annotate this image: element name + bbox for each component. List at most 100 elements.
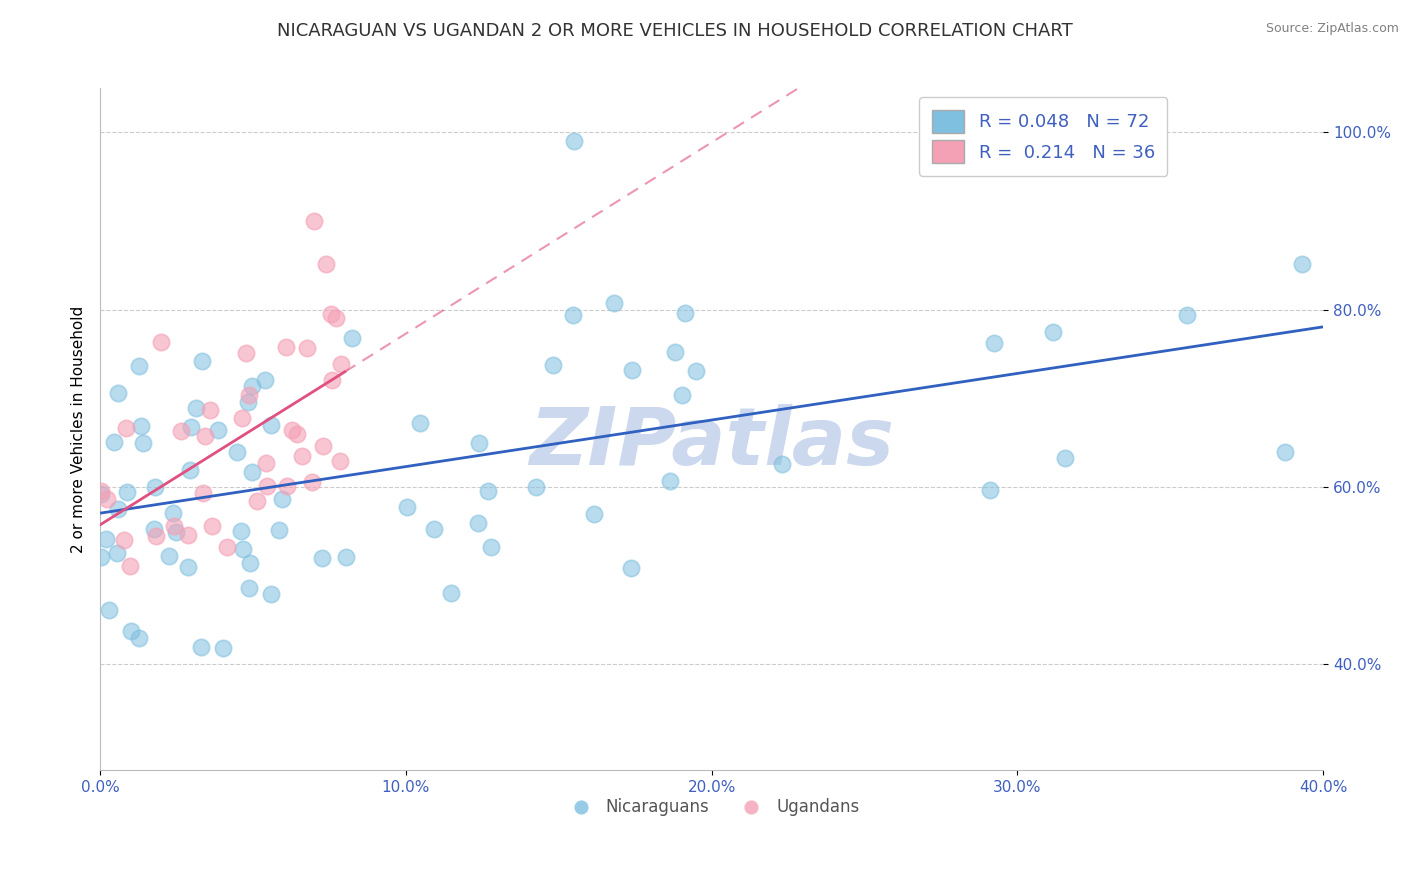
Point <box>232 541 254 556</box>
Point <box>335 549 357 564</box>
Point <box>561 309 583 323</box>
Legend: Nicaraguans, Ugandans: Nicaraguans, Ugandans <box>557 792 866 823</box>
Point <box>479 540 502 554</box>
Point <box>143 480 166 494</box>
Point <box>176 560 198 574</box>
Point <box>191 354 214 368</box>
Point <box>103 435 125 450</box>
Point <box>142 522 165 536</box>
Point <box>200 403 222 417</box>
Text: NICARAGUAN VS UGANDAN 2 OR MORE VEHICLES IN HOUSEHOLD CORRELATION CHART: NICARAGUAN VS UGANDAN 2 OR MORE VEHICLES… <box>277 22 1073 40</box>
Point <box>115 421 138 435</box>
Point <box>128 359 150 374</box>
Point <box>190 640 212 655</box>
Y-axis label: 2 or more Vehicles in Household: 2 or more Vehicles in Household <box>72 305 86 553</box>
Point <box>467 516 489 530</box>
Point <box>321 373 343 387</box>
Point <box>107 502 129 516</box>
Point <box>468 436 491 450</box>
Point <box>562 134 585 148</box>
Point <box>231 524 253 538</box>
Point <box>180 420 202 434</box>
Point <box>979 483 1001 498</box>
Point <box>659 474 682 488</box>
Point <box>301 475 323 489</box>
Point <box>325 311 347 326</box>
Point <box>112 533 135 547</box>
Point <box>673 306 696 320</box>
Point <box>129 419 152 434</box>
Point <box>176 528 198 542</box>
Point <box>311 550 333 565</box>
Point <box>96 491 118 506</box>
Point <box>157 549 180 563</box>
Point <box>295 341 318 355</box>
Point <box>238 388 260 402</box>
Point <box>302 214 325 228</box>
Point <box>207 423 229 437</box>
Point <box>246 494 269 508</box>
Point <box>259 417 281 432</box>
Point <box>238 394 260 409</box>
Point <box>162 506 184 520</box>
Point <box>90 487 112 501</box>
Point <box>319 307 342 321</box>
Point <box>409 416 432 430</box>
Point <box>274 340 297 354</box>
Point <box>267 523 290 537</box>
Point <box>1042 325 1064 339</box>
Point <box>201 519 224 533</box>
Point <box>285 426 308 441</box>
Point <box>253 373 276 387</box>
Point <box>115 485 138 500</box>
Point <box>1175 308 1198 322</box>
Point <box>983 335 1005 350</box>
Point <box>685 363 707 377</box>
Point <box>235 346 257 360</box>
Point <box>281 423 304 437</box>
Text: Source: ZipAtlas.com: Source: ZipAtlas.com <box>1265 22 1399 36</box>
Point <box>621 362 644 376</box>
Point <box>170 424 193 438</box>
Point <box>128 631 150 645</box>
Point <box>165 524 187 539</box>
Point <box>240 465 263 479</box>
Point <box>163 519 186 533</box>
Point <box>254 457 277 471</box>
Point <box>239 556 262 570</box>
Point <box>770 457 793 471</box>
Point <box>276 479 298 493</box>
Point <box>664 345 686 359</box>
Text: ZIPatlas: ZIPatlas <box>529 404 894 482</box>
Point <box>423 522 446 536</box>
Point <box>340 331 363 345</box>
Point <box>240 379 263 393</box>
Point <box>215 540 238 554</box>
Point <box>191 486 214 500</box>
Point <box>671 388 693 402</box>
Point <box>311 439 333 453</box>
Point <box>145 529 167 543</box>
Point <box>132 435 155 450</box>
Point <box>238 581 260 595</box>
Point <box>439 585 461 599</box>
Point <box>120 624 142 639</box>
Point <box>541 358 564 372</box>
Point <box>194 429 217 443</box>
Point <box>330 357 353 371</box>
Point <box>259 586 281 600</box>
Point <box>315 257 337 271</box>
Point <box>231 410 253 425</box>
Point <box>105 546 128 560</box>
Point <box>477 483 499 498</box>
Point <box>118 559 141 574</box>
Point <box>94 532 117 546</box>
Point <box>329 453 352 467</box>
Point <box>212 641 235 656</box>
Point <box>90 550 112 565</box>
Point <box>583 508 606 522</box>
Point <box>603 296 626 310</box>
Point <box>291 449 314 463</box>
Point <box>1054 450 1077 465</box>
Point <box>97 603 120 617</box>
